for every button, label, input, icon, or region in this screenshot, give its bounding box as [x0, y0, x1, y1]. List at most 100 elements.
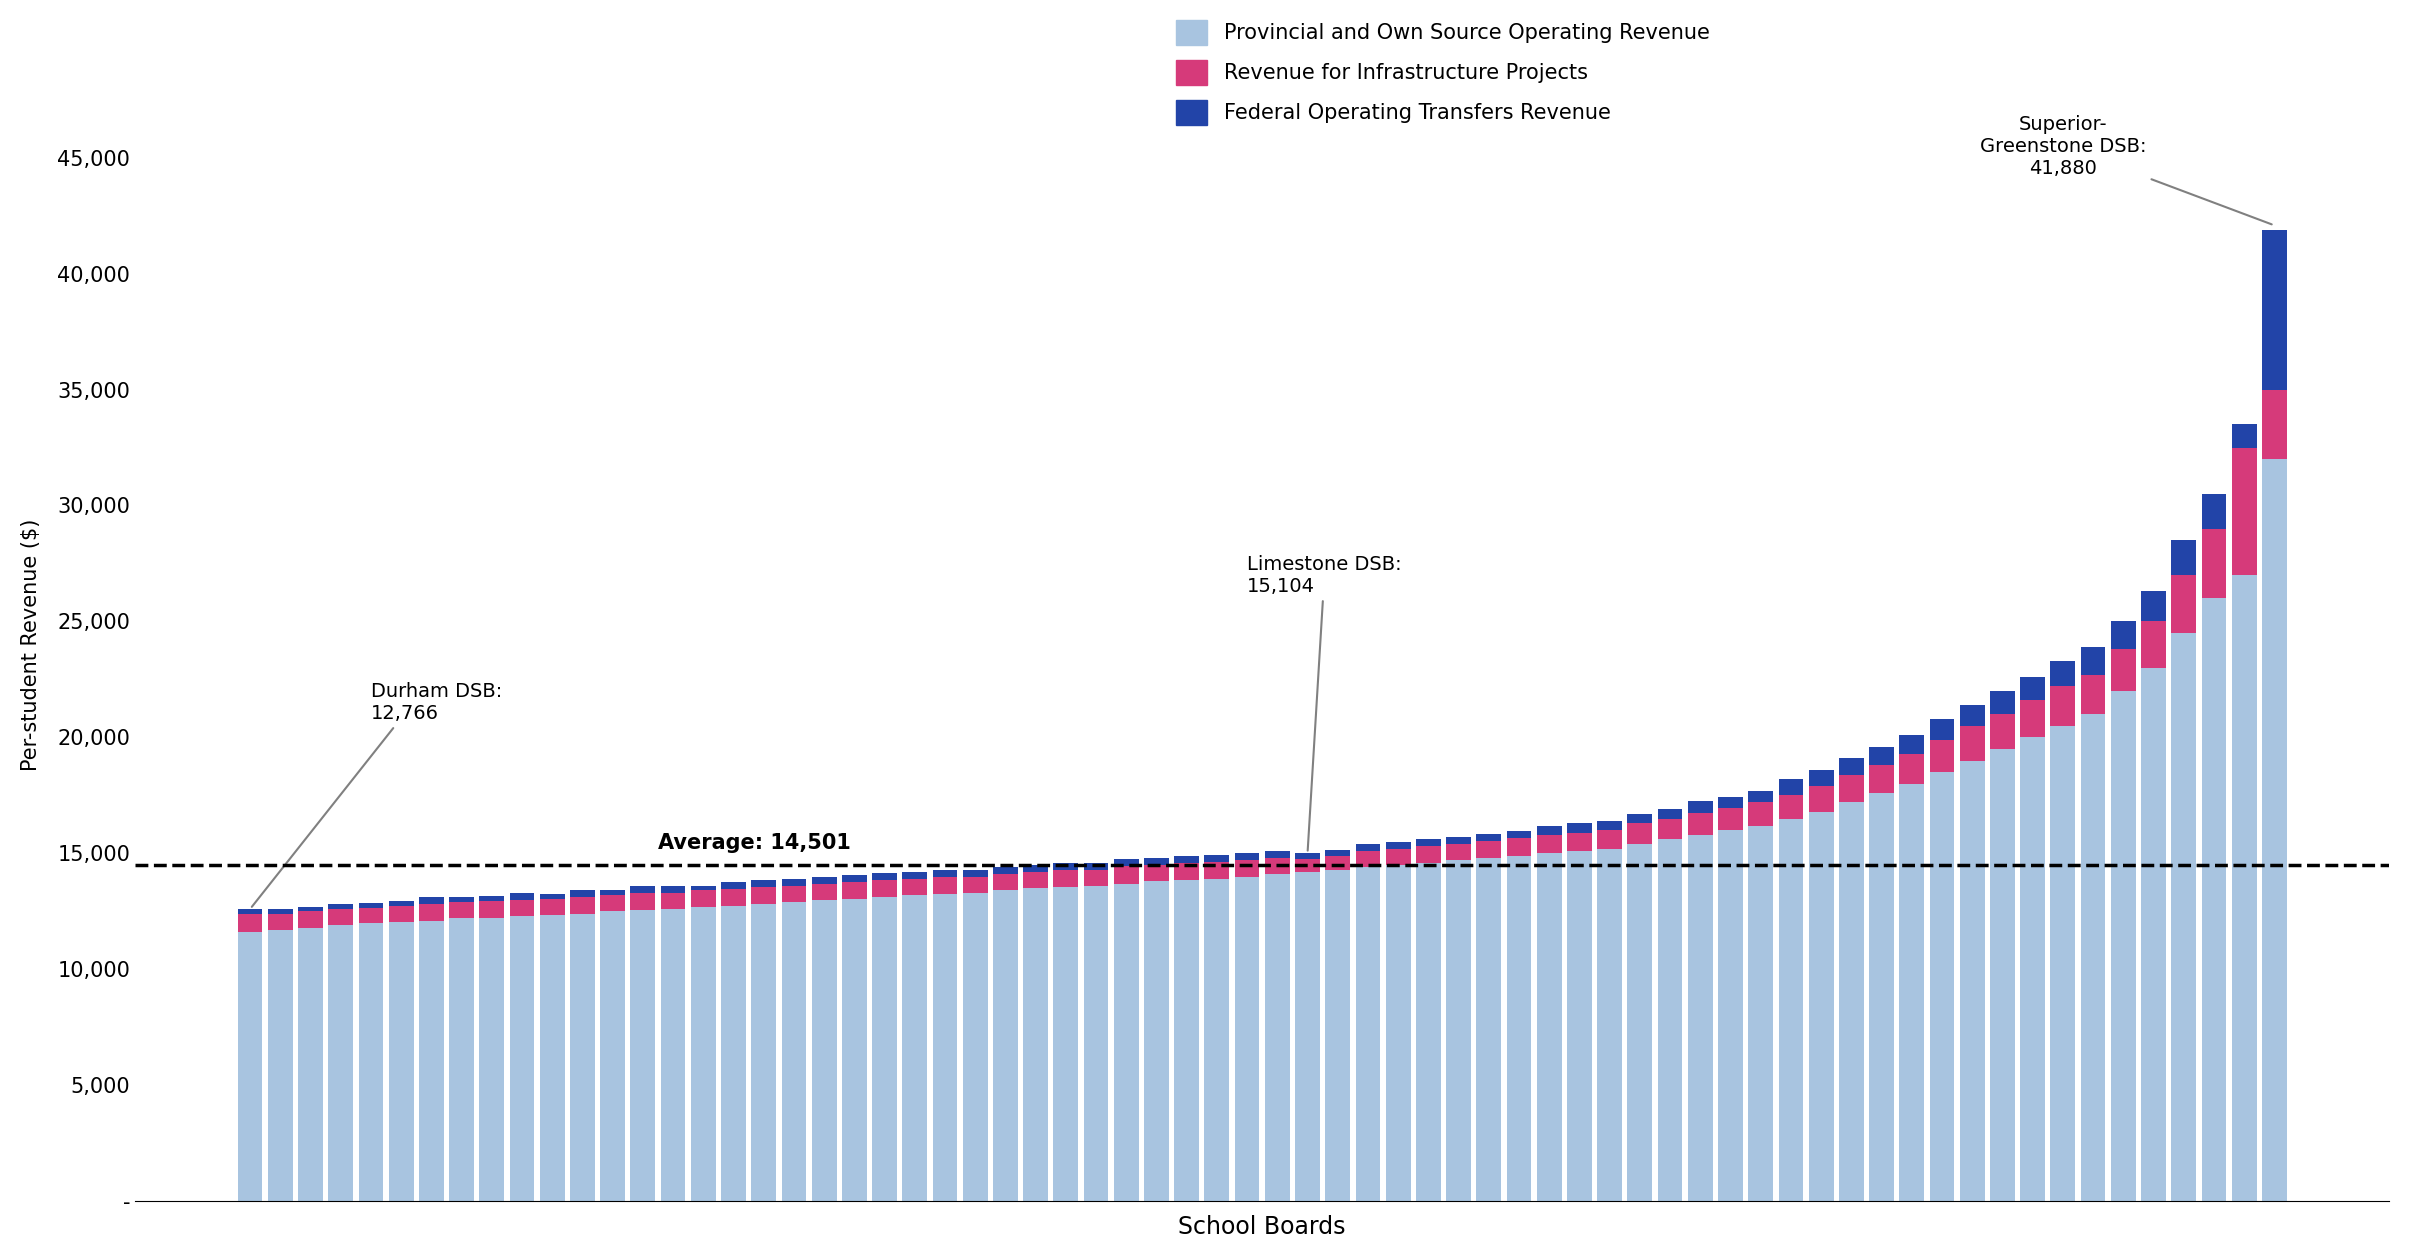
Bar — [480, 896, 504, 901]
Text: Limestone DSB:
15,104: Limestone DSB: 15,104 — [1246, 554, 1403, 850]
Bar — [1538, 853, 1562, 1201]
Bar — [1538, 825, 1562, 835]
Bar — [660, 893, 684, 908]
Bar — [660, 886, 684, 893]
Bar — [328, 908, 354, 925]
Bar — [2200, 494, 2227, 529]
Bar — [328, 905, 354, 908]
Bar — [781, 902, 807, 1201]
Bar — [600, 895, 624, 911]
Bar — [1566, 833, 1593, 850]
Bar — [1598, 849, 1622, 1201]
Bar — [1265, 858, 1289, 874]
Bar — [419, 905, 443, 921]
Bar — [239, 914, 263, 932]
Bar — [448, 897, 475, 902]
Bar — [509, 900, 535, 916]
Bar — [1959, 761, 1983, 1201]
Bar — [1354, 850, 1381, 867]
Bar — [1991, 714, 2015, 748]
Bar — [1506, 838, 1530, 856]
Bar — [933, 869, 957, 877]
Bar — [571, 897, 595, 914]
Bar — [1326, 856, 1350, 869]
Bar — [1718, 830, 1742, 1201]
Bar — [540, 895, 564, 898]
Bar — [1386, 849, 1410, 864]
Bar — [1779, 779, 1803, 795]
Bar — [812, 900, 836, 1201]
Bar — [872, 879, 897, 897]
Bar — [752, 879, 776, 887]
Bar — [600, 911, 624, 1201]
Bar — [1747, 825, 1774, 1201]
Bar — [2111, 690, 2135, 1201]
Bar — [1899, 735, 1923, 753]
Bar — [1810, 770, 1834, 786]
Bar — [1477, 834, 1501, 840]
Bar — [480, 919, 504, 1201]
Bar — [1839, 803, 1863, 1201]
Bar — [1658, 809, 1682, 819]
Bar — [2263, 231, 2287, 389]
Bar — [1024, 888, 1048, 1201]
Bar — [2232, 575, 2256, 1201]
Legend: Provincial and Own Source Operating Revenue, Revenue for Infrastructure Projects: Provincial and Own Source Operating Reve… — [1164, 9, 1721, 136]
Bar — [540, 898, 564, 915]
Bar — [1205, 862, 1229, 879]
Bar — [993, 867, 1017, 874]
Bar — [1053, 887, 1077, 1201]
Bar — [2051, 726, 2075, 1201]
Bar — [841, 876, 868, 882]
Bar — [812, 877, 836, 883]
Bar — [1598, 830, 1622, 849]
Bar — [1084, 886, 1109, 1201]
Bar — [721, 882, 745, 890]
Bar — [2080, 714, 2106, 1201]
Bar — [1113, 883, 1138, 1201]
Bar — [1959, 726, 1983, 761]
Bar — [1446, 861, 1470, 1201]
Bar — [1566, 850, 1593, 1201]
Bar — [359, 903, 383, 908]
Bar — [1205, 879, 1229, 1201]
Bar — [1930, 719, 1955, 740]
Bar — [1779, 819, 1803, 1201]
Bar — [1084, 869, 1109, 886]
Bar — [1205, 854, 1229, 862]
Bar — [1718, 796, 1742, 808]
Bar — [2171, 575, 2196, 633]
Bar — [388, 906, 415, 922]
Bar — [1326, 850, 1350, 856]
Bar — [752, 887, 776, 905]
Bar — [1930, 740, 1955, 772]
Bar — [901, 895, 928, 1201]
Bar — [1294, 853, 1321, 859]
Bar — [1417, 847, 1441, 863]
Bar — [1354, 844, 1381, 850]
Bar — [1113, 866, 1138, 883]
Bar — [1386, 864, 1410, 1201]
Bar — [1538, 835, 1562, 853]
Bar — [2263, 389, 2287, 459]
Bar — [962, 893, 988, 1201]
Bar — [2111, 621, 2135, 649]
Bar — [841, 882, 868, 898]
Bar — [1417, 863, 1441, 1201]
Bar — [1687, 835, 1714, 1201]
Bar — [841, 898, 868, 1201]
Bar — [299, 907, 323, 911]
Bar — [571, 914, 595, 1201]
Bar — [1265, 874, 1289, 1201]
Bar — [1839, 759, 1863, 775]
Bar — [2080, 675, 2106, 714]
Bar — [2232, 425, 2256, 447]
Bar — [1899, 784, 1923, 1201]
Bar — [631, 893, 656, 910]
Bar — [1899, 753, 1923, 784]
Bar — [239, 908, 263, 913]
Bar — [509, 893, 535, 900]
Bar — [962, 869, 988, 877]
Bar — [2020, 677, 2046, 701]
Bar — [1386, 842, 1410, 849]
